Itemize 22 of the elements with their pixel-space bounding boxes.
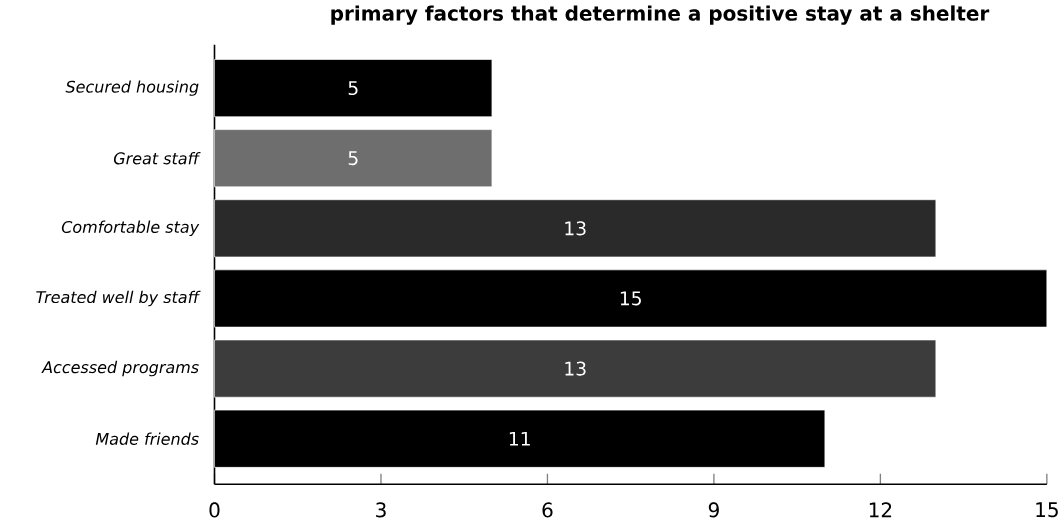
y-tick-label: Comfortable stay bbox=[61, 220, 200, 237]
data-label: 11 bbox=[509, 431, 530, 446]
y-tick-label: Secured housing bbox=[65, 80, 199, 96]
y-tick-label: Made friends bbox=[95, 432, 199, 445]
bar bbox=[214, 339, 937, 398]
data-label: 5 bbox=[348, 151, 358, 166]
data-label: 15 bbox=[620, 291, 641, 306]
y-tick-label: Treated well by staff bbox=[36, 290, 201, 307]
x-tick-label: 6 bbox=[542, 502, 553, 518]
bar bbox=[214, 129, 493, 188]
data-label: 13 bbox=[565, 221, 586, 236]
data-label: 5 bbox=[348, 81, 358, 96]
x-tick-label: 15 bbox=[1036, 502, 1058, 518]
y-tick-label: Accessed programs bbox=[41, 360, 199, 377]
bar bbox=[214, 199, 937, 258]
x-tick-label: 12 bbox=[869, 502, 892, 518]
data-label: 13 bbox=[565, 361, 586, 376]
y-tick-label: Great staff bbox=[113, 152, 201, 165]
x-tick-label: 0 bbox=[209, 502, 220, 518]
x-tick-label: 3 bbox=[376, 502, 386, 518]
x-tick-label: 9 bbox=[708, 502, 719, 518]
chart-title: primary factors that determine a positive stay at a shelter bbox=[331, 5, 990, 25]
